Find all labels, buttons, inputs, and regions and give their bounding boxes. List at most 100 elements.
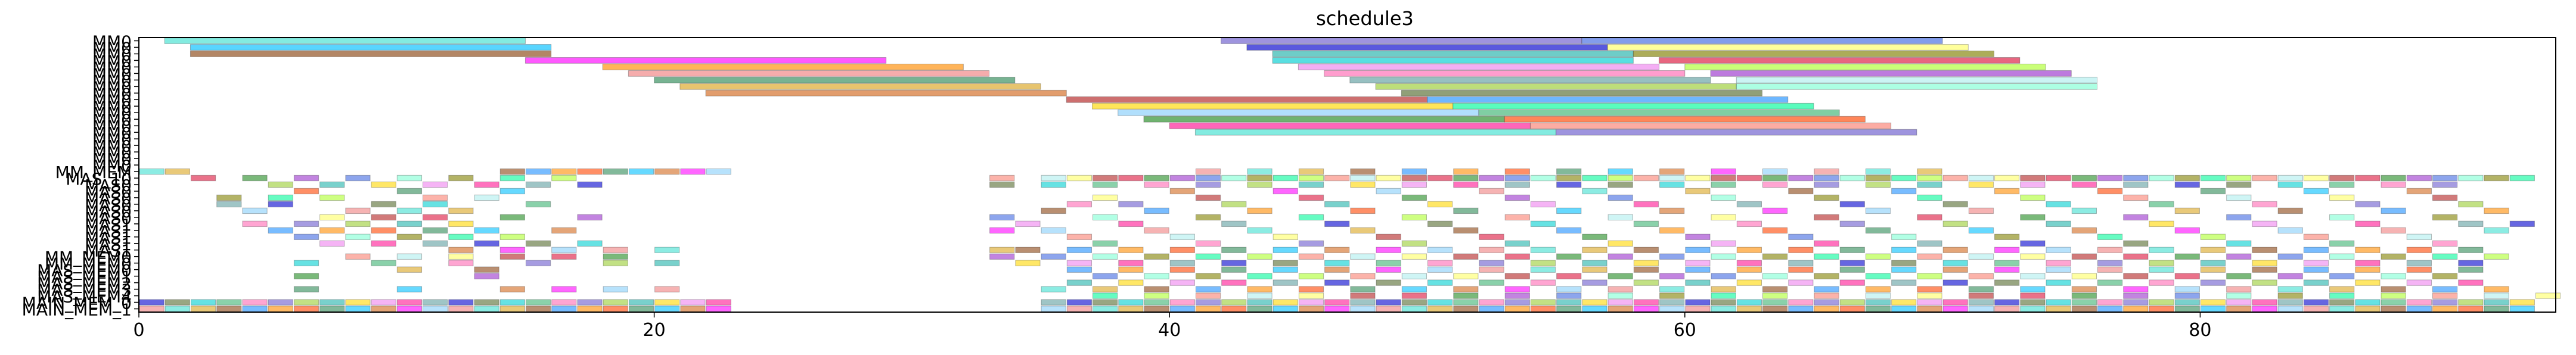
schedule-block xyxy=(1196,169,1220,174)
schedule-block xyxy=(1376,175,1401,180)
schedule-block xyxy=(1273,175,1298,180)
schedule-block xyxy=(1943,306,1967,312)
schedule-block xyxy=(1840,306,1864,312)
schedule-block xyxy=(2227,306,2251,312)
schedule-block xyxy=(1892,234,1916,239)
schedule-block xyxy=(2124,293,2148,298)
schedule-block xyxy=(500,300,524,305)
schedule-block xyxy=(2098,188,2122,194)
schedule-block xyxy=(1247,254,1272,259)
schedule-block xyxy=(165,306,190,312)
schedule-block xyxy=(2175,306,2199,312)
schedule-bar xyxy=(1144,116,1504,122)
schedule-block xyxy=(346,306,370,312)
schedule-block xyxy=(2278,208,2302,213)
schedule-block xyxy=(629,169,653,174)
schedule-block xyxy=(294,188,318,194)
schedule-block xyxy=(1866,300,1890,305)
schedule-block xyxy=(2278,287,2302,292)
schedule-block xyxy=(1299,306,1323,312)
schedule-block xyxy=(2304,280,2328,285)
schedule-block xyxy=(1840,221,1864,226)
schedule-block xyxy=(2484,293,2509,298)
schedule-block xyxy=(1763,273,1787,279)
schedule-block xyxy=(1428,267,1453,272)
schedule-bar xyxy=(1582,38,1942,44)
schedule-block xyxy=(1505,175,1529,180)
schedule-block xyxy=(1402,293,1426,298)
schedule-block xyxy=(1582,247,1607,253)
schedule-block xyxy=(2432,241,2457,246)
schedule-block xyxy=(1093,273,1118,279)
schedule-bar xyxy=(680,83,1041,89)
schedule-block xyxy=(1454,300,1478,305)
schedule-block xyxy=(2124,273,2148,279)
schedule-block xyxy=(1351,169,1375,174)
y-axis: MM0MM0MM0MM0MM0MM0MM0MM0MM0MM0MM0MM0MM0M… xyxy=(22,32,139,319)
schedule-block xyxy=(474,241,499,246)
schedule-block xyxy=(1711,182,1736,187)
schedule-block xyxy=(2381,273,2406,279)
schedule-block xyxy=(1299,241,1323,246)
schedule-block xyxy=(1943,260,1967,266)
schedule-block xyxy=(1144,228,1169,233)
schedule-bar xyxy=(706,90,1066,96)
schedule-block xyxy=(2459,306,2483,312)
schedule-block xyxy=(2330,287,2354,292)
schedule-block xyxy=(397,306,421,312)
schedule-block xyxy=(1737,175,1761,180)
schedule-block xyxy=(2098,267,2122,272)
schedule-block xyxy=(2407,267,2431,272)
schedule-block xyxy=(500,175,524,180)
schedule-block xyxy=(1428,175,1453,180)
schedule-block xyxy=(1892,306,1916,312)
schedule-block xyxy=(655,306,679,312)
schedule-block xyxy=(1041,254,1066,259)
schedule-block xyxy=(2046,260,2071,266)
schedule-block xyxy=(552,228,576,233)
schedule-block xyxy=(2149,300,2174,305)
schedule-block xyxy=(2021,273,2045,279)
schedule-block xyxy=(1299,175,1323,180)
schedule-block xyxy=(2278,228,2302,233)
schedule-block xyxy=(1222,175,1246,180)
schedule-block xyxy=(655,287,679,292)
schedule-bar xyxy=(1118,110,1479,116)
schedule-bar xyxy=(190,45,551,51)
schedule-block xyxy=(1840,280,1864,285)
schedule-block xyxy=(1608,287,1632,292)
schedule-block xyxy=(1093,287,1118,292)
schedule-block xyxy=(2046,280,2071,285)
schedule-bar xyxy=(603,64,963,70)
schedule-block xyxy=(1505,293,1529,298)
schedule-block xyxy=(1557,273,1581,279)
schedule-block xyxy=(1222,300,1246,305)
schedule-block xyxy=(578,241,602,246)
schedule-block xyxy=(1969,273,1993,279)
schedule-block xyxy=(990,228,1014,233)
schedule-block xyxy=(1531,280,1555,285)
schedule-block xyxy=(603,300,628,305)
schedule-block xyxy=(217,195,241,200)
schedule-bar xyxy=(1298,64,1659,70)
schedule-block xyxy=(2021,175,2045,180)
schedule-block xyxy=(603,260,628,266)
schedule-bar xyxy=(1659,58,2020,64)
schedule-block xyxy=(2227,287,2251,292)
schedule-block xyxy=(1608,175,1632,180)
schedule-block xyxy=(1222,306,1246,312)
schedule-block xyxy=(1866,175,1890,180)
schedule-block xyxy=(2046,306,2071,312)
schedule-block xyxy=(2124,175,2148,180)
schedule-block xyxy=(474,267,499,272)
schedule-block xyxy=(2432,195,2457,200)
schedule-block xyxy=(1093,306,1118,312)
schedule-block xyxy=(2330,241,2354,246)
schedule-bar xyxy=(1169,123,1530,129)
schedule-block xyxy=(2304,234,2328,239)
schedule-block xyxy=(294,287,318,292)
schedule-block xyxy=(1840,201,1864,207)
schedule-block xyxy=(1273,234,1298,239)
schedule-block xyxy=(1814,195,1839,200)
